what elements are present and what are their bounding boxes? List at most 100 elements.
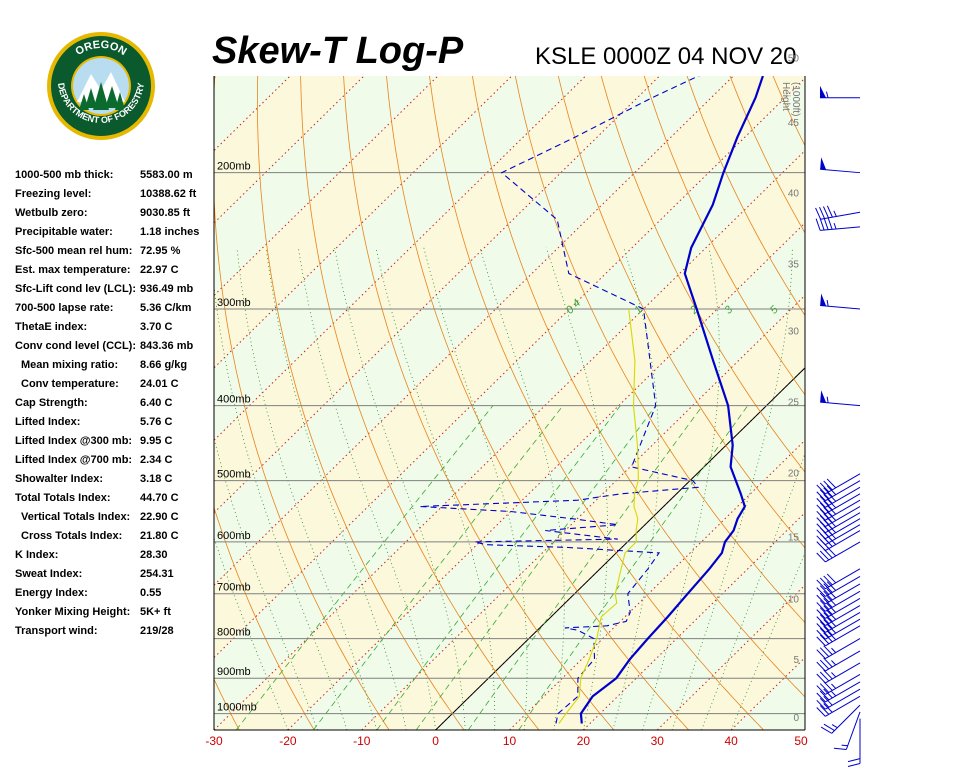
x-tick-label: 40	[724, 734, 738, 748]
barb-flag	[826, 596, 837, 606]
barb-half-flag	[826, 91, 829, 98]
stat-label: 1000-500 mb thick:	[15, 169, 114, 181]
barb-flag	[847, 758, 861, 763]
barb-staff	[825, 493, 861, 515]
stat-label: Est. max temperature:	[15, 264, 131, 276]
stat-value: 219/28	[140, 625, 174, 637]
isotherm-band	[361, 295, 805, 730]
barb-flag	[823, 537, 833, 547]
barb-staff	[825, 625, 861, 647]
barb-flag	[819, 705, 830, 715]
barb-half-flag	[841, 744, 848, 747]
x-tick-label: 10	[503, 734, 517, 748]
stat-row: Lifted Index @700 mb: 2.34 C	[15, 452, 215, 471]
page-title: Skew-T Log-P	[212, 30, 464, 72]
stat-row: Vertical Totals Index: 22.90 C	[15, 509, 215, 528]
barb-staff	[825, 512, 861, 534]
barb-flag	[826, 546, 837, 557]
stat-value: 254.31	[140, 568, 174, 580]
stat-value: 6.40 C	[140, 397, 173, 409]
barb-staff	[845, 711, 861, 750]
barb-flag	[833, 747, 847, 751]
barb-half-flag	[831, 724, 838, 729]
wind-barb	[816, 674, 861, 695]
barb-flag	[816, 685, 826, 695]
barb-flag	[823, 612, 833, 622]
stat-label: Conv temperature:	[21, 378, 119, 390]
stat-value: 10388.62 ft	[140, 188, 197, 200]
barb-flag	[819, 585, 830, 595]
barb-flag	[819, 592, 830, 603]
height-tick-label: 10	[788, 594, 800, 605]
barb-flag	[819, 690, 830, 701]
height-tick-label: 20	[788, 468, 800, 479]
barb-flag	[816, 649, 826, 659]
barb-flag	[826, 529, 837, 540]
stat-label: Freezing level:	[15, 188, 92, 200]
stat-label: Showalter Index:	[15, 473, 104, 485]
stat-value: 9.95 C	[140, 435, 173, 447]
pressure-label: 500mb	[217, 469, 251, 481]
height-tick-label: 5	[793, 655, 799, 666]
isotherm-band	[509, 440, 805, 730]
mixing-ratio-line	[376, 405, 621, 730]
barb-staff	[825, 638, 861, 660]
stat-label: Precipitable water:	[15, 226, 113, 238]
stat-label: Wetbulb zero:	[15, 207, 88, 219]
barb-flag	[816, 616, 826, 626]
barb-flag	[823, 681, 833, 691]
barb-flag	[822, 206, 829, 219]
stat-label: Vertical Totals Index:	[21, 511, 131, 523]
x-tick-label: 20	[577, 734, 591, 748]
stat-label: Yonker Mixing Height:	[15, 606, 131, 618]
stat-label: Sfc-Lift cond lev (LCL):	[15, 283, 136, 295]
barb-flag	[826, 523, 837, 534]
barb-flag	[819, 614, 830, 624]
stat-row: Lifted Index @300 mb: 9.95 C	[15, 433, 215, 452]
barb-staff	[820, 168, 861, 174]
barb-flag	[823, 625, 833, 636]
moist-adiabat-line	[214, 436, 318, 730]
stat-row: Sweat Index: 254.31	[15, 566, 215, 585]
barb-flag	[826, 498, 837, 509]
barb-flag	[823, 632, 833, 643]
isotherm-line	[0, 76, 68, 730]
stat-row: Yonker Mixing Height: 5K+ ft	[15, 604, 215, 623]
barb-flag	[819, 659, 830, 670]
stat-row: Transport wind: 219/28	[15, 623, 215, 642]
stat-value: 22.90 C	[140, 511, 179, 523]
stat-value: 5.76 C	[140, 416, 173, 428]
barb-flag	[826, 517, 837, 528]
barb-flag	[816, 636, 826, 647]
barb-flag	[823, 657, 833, 668]
barb-flag	[826, 504, 837, 515]
barb-flag	[823, 487, 833, 497]
barb-flag	[823, 500, 833, 511]
height-tick-label: 45	[788, 118, 800, 129]
dry-adiabat-line	[945, 76, 960, 730]
stat-label: 700-500 lapse rate:	[15, 302, 114, 314]
stat-row: Conv temperature: 24.01 C	[15, 376, 215, 395]
wind-barb	[816, 695, 861, 717]
barb-flag	[826, 610, 837, 620]
wind-barb	[816, 530, 861, 551]
barb-flag	[826, 492, 837, 502]
barb-flag	[819, 683, 830, 693]
stat-label: Cap Strength:	[15, 397, 88, 409]
x-tick-label: 50	[794, 734, 808, 748]
height-tick-label: 30	[788, 327, 800, 338]
stat-value: 843.36 mb	[140, 340, 194, 352]
barb-staff	[825, 480, 861, 502]
stat-row: Conv cond level (CCL): 843.36 mb	[15, 338, 215, 357]
barb-flag	[823, 669, 833, 680]
stat-row: Showalter Index: 3.18 C	[15, 471, 215, 490]
height-tick-label: 50	[788, 54, 800, 65]
barb-flag	[823, 688, 833, 699]
stat-value: 72.95 %	[140, 245, 181, 257]
wind-barb	[816, 650, 861, 672]
parcel-line	[558, 308, 639, 724]
barb-flag	[819, 482, 830, 493]
barb-staff	[820, 226, 861, 231]
barb-flag	[823, 598, 833, 608]
barb-flag	[823, 703, 833, 713]
